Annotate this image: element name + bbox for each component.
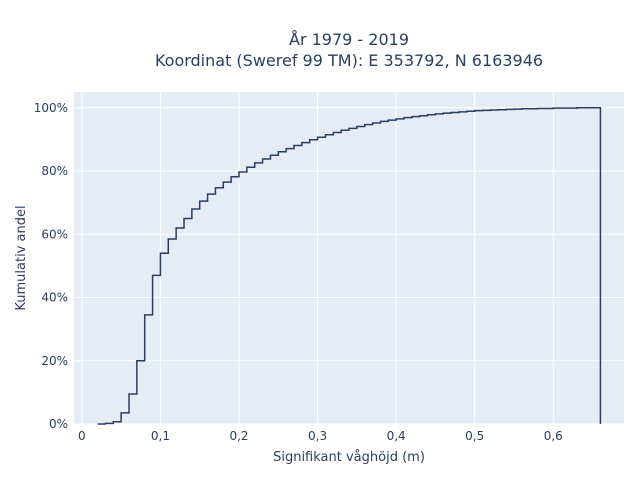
x-tick-label: 0,5 bbox=[465, 429, 484, 443]
chart-title-line-1: År 1979 - 2019 bbox=[289, 30, 409, 49]
cdf-step-line bbox=[97, 107, 602, 425]
x-tick-label: 0 bbox=[78, 429, 86, 443]
x-tick-label: 0,2 bbox=[229, 429, 248, 443]
y-tick-label: 100% bbox=[34, 101, 68, 115]
x-tick-label: 0,4 bbox=[387, 429, 406, 443]
y-tick-label: 20% bbox=[41, 354, 68, 368]
chart-title-line-2: Koordinat (Sweref 99 TM): E 353792, N 61… bbox=[155, 51, 543, 70]
y-tick-label: 60% bbox=[41, 227, 68, 241]
y-tick-label: 40% bbox=[41, 291, 68, 305]
x-axis-title: Signifikant våghöjd (m) bbox=[273, 450, 425, 465]
x-tick-label: 0,3 bbox=[308, 429, 327, 443]
y-tick-label: 0% bbox=[49, 417, 68, 431]
grid bbox=[74, 92, 624, 425]
series-layer bbox=[97, 107, 602, 425]
tick-labels: 0 0,1 0,2 0,3 0,4 0,5 0,6 0% 20% 40% 60% 80% 100% bbox=[34, 101, 563, 443]
y-axis-title: Kumulativ andel bbox=[14, 205, 29, 310]
plot-area bbox=[74, 92, 624, 424]
x-tick-label: 0,6 bbox=[544, 429, 563, 443]
y-tick-label: 80% bbox=[41, 164, 68, 178]
x-tick-label: 0,1 bbox=[151, 429, 170, 443]
